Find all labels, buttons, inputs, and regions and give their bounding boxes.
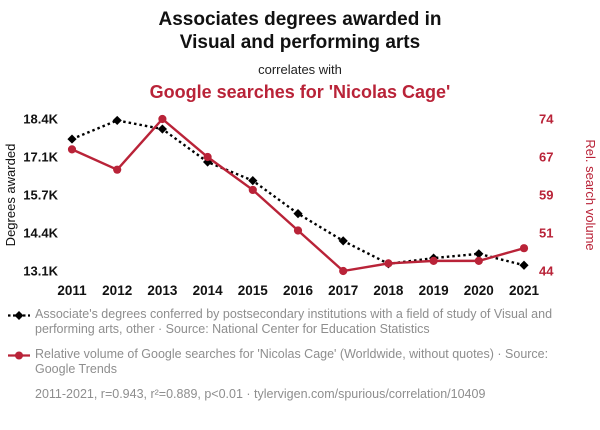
circle-marker (384, 258, 393, 268)
circle-marker (519, 243, 529, 252)
left-axis-tick: 13.1K (23, 263, 58, 278)
diamond-marker (67, 134, 77, 144)
x-axis-tick: 2011 (57, 283, 87, 298)
circle-marker (339, 266, 348, 275)
title-line-1: Associates degrees awarded in (158, 9, 442, 30)
series-line (71, 116, 525, 272)
correlation-chart: 18.4K 17.1K 15.7K 14.4K 13.1K 74 67 59 51 44 2011 2… (3, 111, 598, 298)
correlates-with-label: correlates with (258, 61, 342, 77)
left-axis-title: Degrees awarded (3, 143, 18, 246)
secondary-title: Google searches for 'Nicolas Cage' (149, 81, 451, 102)
right-axis-tick: 51 (539, 225, 553, 240)
diamond-marker (519, 260, 529, 270)
series-line (71, 118, 525, 267)
diamond-marker (474, 248, 484, 258)
left-axis-tick: 14.4K (23, 225, 58, 240)
circle-marker (67, 144, 77, 154)
x-axis-tick: 2020 (464, 283, 494, 298)
x-axis-tick: 2019 (419, 283, 449, 298)
x-axis-tick: 2015 (238, 283, 269, 298)
diamond-marker (338, 235, 348, 246)
x-axis-tick: 2021 (509, 283, 540, 298)
circle-marker (113, 165, 122, 174)
right-axis-tick: 67 (539, 149, 553, 164)
legend-text-searches: Relative volume of Google searches for '… (35, 346, 549, 377)
red-line-circle-icon (8, 351, 30, 360)
title-line-2: Visual and performing arts (179, 31, 421, 53)
circle-marker (203, 152, 212, 161)
circle-marker (248, 185, 257, 194)
circle-marker (429, 256, 438, 265)
diamond-marker (248, 175, 258, 185)
circle-marker (474, 256, 483, 265)
right-axis-tick: 74 (539, 111, 554, 126)
diamond-marker (112, 115, 122, 125)
black-dashed-diamond-icon (8, 310, 30, 320)
chart-header: Associates degrees awarded in Visual and… (0, 0, 600, 103)
legend-text-degrees: Associate's degrees conferred by postsec… (35, 306, 553, 337)
x-axis-tick: 2014 (193, 283, 224, 298)
right-axis-tick: 59 (539, 187, 553, 202)
stats-and-source-line: 2011-2021, r=0.943, r²=0.889, p<0.01 · t… (35, 387, 486, 402)
x-axis-tick: 2018 (373, 283, 404, 298)
page-title: Associates degrees awarded in Visual and… (0, 9, 600, 55)
diamond-marker (157, 124, 167, 134)
diamond-marker (293, 208, 303, 218)
left-axis-tick: 18.4K (23, 111, 58, 126)
legend-entry-searches: Relative volume of Google searches for '… (8, 347, 576, 378)
legend: Associate's degrees conferred by postsec… (0, 301, 600, 403)
x-axis-tick: 2013 (147, 283, 178, 298)
left-axis-tick: 15.7K (23, 187, 58, 202)
circle-marker (293, 225, 303, 235)
x-axis-tick: 2016 (283, 283, 314, 298)
left-axis-tick: 17.1K (23, 149, 58, 164)
x-axis-tick: 2017 (328, 283, 358, 298)
right-axis-tick: 44 (539, 263, 554, 278)
x-axis-tick: 2012 (102, 283, 132, 298)
right-axis-title: Rel. search volume (583, 139, 598, 250)
legend-entry-degrees: Associate's degrees conferred by postsec… (8, 307, 576, 338)
circle-marker (158, 114, 167, 123)
